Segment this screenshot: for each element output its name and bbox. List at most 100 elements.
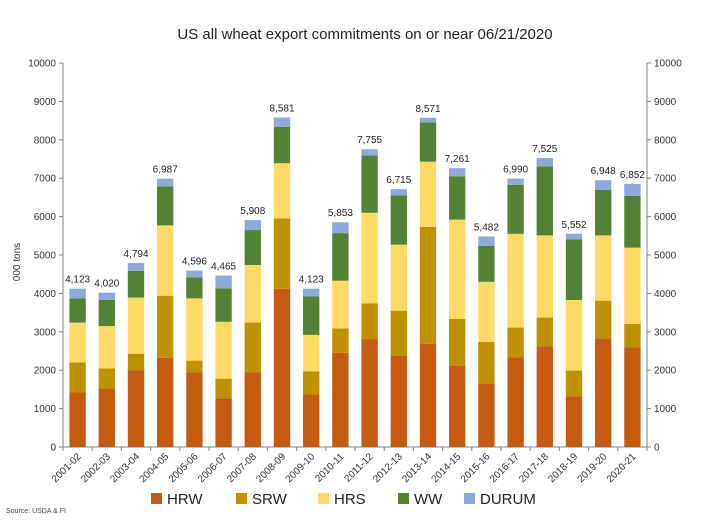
bar-hrs-2003-04 bbox=[127, 297, 145, 354]
legend-swatch-durum bbox=[464, 493, 475, 504]
bar-durum-2020-21 bbox=[624, 183, 641, 196]
bar-durum-2017-18 bbox=[536, 158, 553, 167]
y-tick-label-left: 1000 bbox=[34, 404, 57, 415]
total-label-2013-14: 8,571 bbox=[415, 104, 440, 115]
bar-durum-2012-13 bbox=[390, 189, 407, 196]
bar-durum-2001-02 bbox=[69, 288, 86, 299]
bar-ww-2011-12 bbox=[361, 155, 378, 213]
total-label-2017-18: 7,525 bbox=[532, 144, 557, 155]
y-tick-label-left: 0 bbox=[50, 443, 56, 454]
total-label-2020-21: 6,852 bbox=[620, 170, 645, 181]
y-tick-label-right: 3000 bbox=[654, 327, 677, 338]
bar-hrw-2002-03 bbox=[98, 388, 115, 447]
bar-srw-2004-05 bbox=[157, 295, 174, 358]
total-label-2005-06: 4,596 bbox=[182, 257, 207, 268]
total-label-2006-07: 4,465 bbox=[211, 262, 236, 273]
bar-hrs-2020-21 bbox=[624, 247, 641, 324]
bar-durum-2011-12 bbox=[361, 149, 378, 156]
x-tick-label-2018-19: 2018-19 bbox=[546, 451, 580, 485]
bar-srw-2006-07 bbox=[215, 378, 232, 399]
bar-ww-2014-15 bbox=[449, 176, 466, 220]
bar-durum-2013-14 bbox=[419, 117, 437, 123]
total-label-2016-17: 6,990 bbox=[503, 165, 528, 176]
bar-hrw-2001-02 bbox=[69, 392, 86, 447]
bar-srw-2013-14 bbox=[419, 226, 437, 344]
bar-srw-2005-06 bbox=[186, 360, 203, 373]
total-label-2001-02: 4,123 bbox=[65, 275, 90, 286]
y-tick-label-right: 7000 bbox=[654, 174, 677, 185]
x-tick-label-2019-20: 2019-20 bbox=[576, 451, 610, 485]
x-tick-label-2016-17: 2016-17 bbox=[488, 451, 522, 485]
bar-hrs-2019-20 bbox=[595, 235, 612, 301]
total-label-2007-08: 5,908 bbox=[240, 206, 265, 217]
y-tick-label-left: 4000 bbox=[34, 289, 57, 300]
bar-durum-2008-09 bbox=[273, 117, 291, 127]
bar-hrw-2017-18 bbox=[536, 346, 553, 447]
plot-area: 0 0 1000 1000 2000 2000 3000 3000 4000 4000 5000 50… bbox=[28, 59, 682, 486]
bar-ww-2004-05 bbox=[157, 186, 174, 226]
bar-ww-2002-03 bbox=[98, 299, 115, 327]
bar-durum-2003-04 bbox=[127, 262, 145, 271]
y-tick-label-right: 2000 bbox=[654, 366, 677, 377]
bar-durum-2006-07 bbox=[215, 275, 232, 289]
y-tick-label-left: 5000 bbox=[34, 251, 57, 262]
bar-ww-2001-02 bbox=[69, 298, 86, 323]
bar-hrw-2007-08 bbox=[244, 372, 261, 447]
legend-label-ww: WW bbox=[414, 491, 443, 508]
legend-swatch-hrw bbox=[151, 493, 162, 504]
bar-hrs-2016-17 bbox=[507, 233, 524, 328]
y-tick-label-right: 4000 bbox=[654, 289, 677, 300]
total-label-2015-16: 5,482 bbox=[474, 222, 499, 233]
bar-hrw-2013-14 bbox=[419, 343, 437, 447]
bar-durum-2004-05 bbox=[157, 178, 174, 187]
total-label-2004-05: 6,987 bbox=[153, 165, 178, 176]
x-tick-label-2004-05: 2004-05 bbox=[138, 451, 172, 485]
bar-hrw-2003-04 bbox=[127, 370, 145, 447]
bar-hrw-2012-13 bbox=[390, 355, 407, 447]
bar-hrs-2010-11 bbox=[332, 280, 349, 329]
bar-hrw-2014-15 bbox=[449, 365, 466, 447]
bar-hrw-2011-12 bbox=[361, 339, 378, 447]
bar-hrw-2008-09 bbox=[273, 288, 291, 447]
legend-label-hrw: HRW bbox=[167, 491, 203, 508]
bar-srw-2014-15 bbox=[449, 318, 466, 366]
x-tick-label-2013-14: 2013-14 bbox=[400, 451, 434, 485]
y-tick-label-right: 5000 bbox=[654, 251, 677, 262]
y-tick-label-left: 9000 bbox=[34, 97, 57, 108]
bar-srw-2011-12 bbox=[361, 303, 378, 340]
bar-srw-2015-16 bbox=[478, 341, 495, 384]
y-tick-label-left: 2000 bbox=[34, 366, 57, 377]
bar-hrs-2014-15 bbox=[449, 219, 466, 319]
x-tick-label-2008-09: 2008-09 bbox=[254, 451, 288, 485]
x-tick-label-2010-11: 2010-11 bbox=[313, 451, 347, 485]
total-label-2008-09: 8,581 bbox=[269, 103, 294, 114]
total-label-2018-19: 5,552 bbox=[561, 220, 586, 231]
x-tick-label-2006-07: 2006-07 bbox=[196, 451, 230, 485]
x-tick-label-2015-16: 2015-16 bbox=[459, 451, 493, 485]
bar-srw-2010-11 bbox=[332, 328, 349, 353]
bar-hrw-2015-16 bbox=[478, 383, 495, 447]
bar-hrw-2006-07 bbox=[215, 398, 232, 447]
bar-hrs-2017-18 bbox=[536, 235, 553, 318]
bar-hrs-2006-07 bbox=[215, 321, 232, 379]
bar-durum-2007-08 bbox=[244, 220, 261, 231]
bar-hrs-2005-06 bbox=[186, 298, 203, 361]
bar-hrs-2012-13 bbox=[390, 244, 407, 311]
bar-srw-2003-04 bbox=[127, 353, 145, 371]
bar-ww-2015-16 bbox=[478, 245, 495, 282]
bar-hrs-2008-09 bbox=[273, 163, 291, 219]
bar-durum-2015-16 bbox=[478, 236, 495, 246]
total-label-2002-03: 4,020 bbox=[94, 279, 119, 290]
legend-swatch-ww bbox=[398, 493, 409, 504]
y-axis-label: 000 tons bbox=[12, 243, 23, 281]
bar-hrs-2002-03 bbox=[98, 326, 115, 369]
bar-durum-2010-11 bbox=[332, 222, 349, 234]
bar-srw-2002-03 bbox=[98, 368, 115, 389]
x-tick-label-2009-10: 2009-10 bbox=[284, 451, 318, 485]
bar-ww-2006-07 bbox=[215, 288, 232, 322]
y-tick-label-left: 8000 bbox=[34, 135, 57, 146]
legend-label-hrs: HRS bbox=[334, 491, 366, 508]
bar-durum-2009-10 bbox=[303, 288, 320, 297]
x-tick-label-2005-06: 2005-06 bbox=[167, 451, 201, 485]
